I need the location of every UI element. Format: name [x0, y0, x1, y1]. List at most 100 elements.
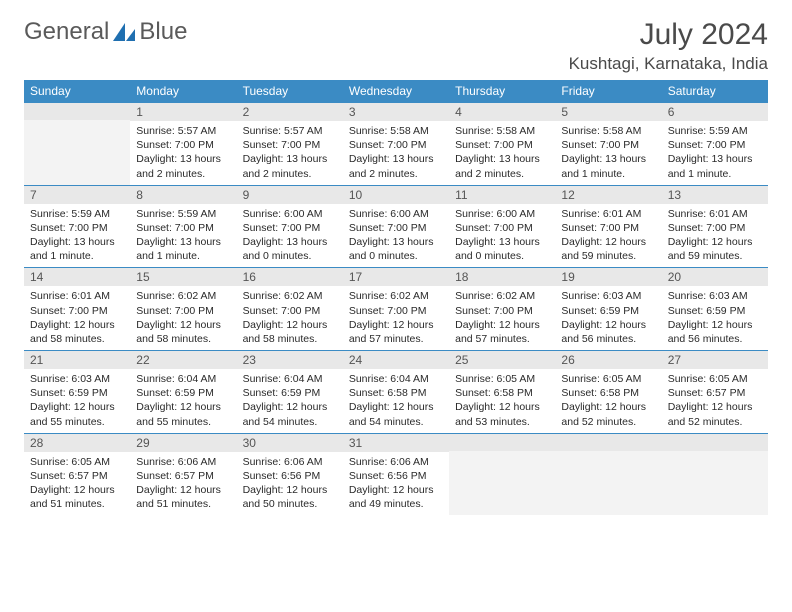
day-details: Sunrise: 6:05 AMSunset: 6:57 PMDaylight:… [24, 452, 130, 516]
calendar-day-cell [449, 433, 555, 515]
day-details: Sunrise: 6:00 AMSunset: 7:00 PMDaylight:… [237, 204, 343, 268]
calendar-day-cell: 30Sunrise: 6:06 AMSunset: 6:56 PMDayligh… [237, 433, 343, 515]
weekday-header: Friday [555, 80, 661, 103]
day-number: 10 [343, 186, 449, 204]
calendar-day-cell: 14Sunrise: 6:01 AMSunset: 7:00 PMDayligh… [24, 268, 130, 351]
day-details: Sunrise: 5:59 AMSunset: 7:00 PMDaylight:… [662, 121, 768, 185]
day-number [449, 434, 555, 451]
day-details: Sunrise: 6:02 AMSunset: 7:00 PMDaylight:… [449, 286, 555, 350]
calendar-day-cell: 1Sunrise: 5:57 AMSunset: 7:00 PMDaylight… [130, 103, 236, 186]
day-details: Sunrise: 6:06 AMSunset: 6:56 PMDaylight:… [343, 452, 449, 516]
day-number: 6 [662, 103, 768, 121]
weekday-header: Saturday [662, 80, 768, 103]
calendar-day-cell [555, 433, 661, 515]
day-number: 11 [449, 186, 555, 204]
day-details: Sunrise: 5:59 AMSunset: 7:00 PMDaylight:… [24, 204, 130, 268]
day-details: Sunrise: 6:03 AMSunset: 6:59 PMDaylight:… [555, 286, 661, 350]
calendar-week-row: 28Sunrise: 6:05 AMSunset: 6:57 PMDayligh… [24, 433, 768, 515]
day-number: 8 [130, 186, 236, 204]
day-details: Sunrise: 6:01 AMSunset: 7:00 PMDaylight:… [24, 286, 130, 350]
day-number: 14 [24, 268, 130, 286]
day-number: 22 [130, 351, 236, 369]
calendar-day-cell: 15Sunrise: 6:02 AMSunset: 7:00 PMDayligh… [130, 268, 236, 351]
day-number: 20 [662, 268, 768, 286]
calendar-day-cell: 31Sunrise: 6:06 AMSunset: 6:56 PMDayligh… [343, 433, 449, 515]
day-details: Sunrise: 6:06 AMSunset: 6:57 PMDaylight:… [130, 452, 236, 516]
day-number: 26 [555, 351, 661, 369]
calendar-table: Sunday Monday Tuesday Wednesday Thursday… [24, 80, 768, 515]
day-details: Sunrise: 6:02 AMSunset: 7:00 PMDaylight:… [237, 286, 343, 350]
day-number: 9 [237, 186, 343, 204]
day-number: 5 [555, 103, 661, 121]
day-details: Sunrise: 6:02 AMSunset: 7:00 PMDaylight:… [130, 286, 236, 350]
calendar-day-cell: 29Sunrise: 6:06 AMSunset: 6:57 PMDayligh… [130, 433, 236, 515]
day-number: 12 [555, 186, 661, 204]
day-number: 21 [24, 351, 130, 369]
logo-text-2: Blue [139, 18, 187, 46]
day-number: 13 [662, 186, 768, 204]
weekday-header: Tuesday [237, 80, 343, 103]
day-details: Sunrise: 5:58 AMSunset: 7:00 PMDaylight:… [343, 121, 449, 185]
day-details: Sunrise: 6:05 AMSunset: 6:57 PMDaylight:… [662, 369, 768, 433]
location-text: Kushtagi, Karnataka, India [569, 54, 768, 74]
calendar-day-cell: 20Sunrise: 6:03 AMSunset: 6:59 PMDayligh… [662, 268, 768, 351]
day-number: 31 [343, 434, 449, 452]
day-number: 16 [237, 268, 343, 286]
day-number: 4 [449, 103, 555, 121]
weekday-header-row: Sunday Monday Tuesday Wednesday Thursday… [24, 80, 768, 103]
calendar-day-cell: 16Sunrise: 6:02 AMSunset: 7:00 PMDayligh… [237, 268, 343, 351]
calendar-week-row: 21Sunrise: 6:03 AMSunset: 6:59 PMDayligh… [24, 351, 768, 434]
day-number: 2 [237, 103, 343, 121]
calendar-day-cell: 21Sunrise: 6:03 AMSunset: 6:59 PMDayligh… [24, 351, 130, 434]
weekday-header: Sunday [24, 80, 130, 103]
day-details: Sunrise: 6:03 AMSunset: 6:59 PMDaylight:… [662, 286, 768, 350]
calendar-day-cell: 5Sunrise: 5:58 AMSunset: 7:00 PMDaylight… [555, 103, 661, 186]
calendar-day-cell: 2Sunrise: 5:57 AMSunset: 7:00 PMDaylight… [237, 103, 343, 186]
calendar-day-cell: 9Sunrise: 6:00 AMSunset: 7:00 PMDaylight… [237, 185, 343, 268]
calendar-day-cell: 11Sunrise: 6:00 AMSunset: 7:00 PMDayligh… [449, 185, 555, 268]
calendar-day-cell: 8Sunrise: 5:59 AMSunset: 7:00 PMDaylight… [130, 185, 236, 268]
day-number: 28 [24, 434, 130, 452]
day-number: 15 [130, 268, 236, 286]
weekday-header: Thursday [449, 80, 555, 103]
calendar-day-cell [24, 103, 130, 186]
day-number [555, 434, 661, 451]
day-number: 27 [662, 351, 768, 369]
day-details: Sunrise: 6:02 AMSunset: 7:00 PMDaylight:… [343, 286, 449, 350]
calendar-day-cell: 23Sunrise: 6:04 AMSunset: 6:59 PMDayligh… [237, 351, 343, 434]
day-number: 23 [237, 351, 343, 369]
day-details: Sunrise: 5:57 AMSunset: 7:00 PMDaylight:… [130, 121, 236, 185]
calendar-day-cell: 7Sunrise: 5:59 AMSunset: 7:00 PMDaylight… [24, 185, 130, 268]
day-number: 29 [130, 434, 236, 452]
day-details: Sunrise: 5:59 AMSunset: 7:00 PMDaylight:… [130, 204, 236, 268]
logo-text-1: General [24, 18, 109, 46]
day-details: Sunrise: 6:03 AMSunset: 6:59 PMDaylight:… [24, 369, 130, 433]
calendar-day-cell: 26Sunrise: 6:05 AMSunset: 6:58 PMDayligh… [555, 351, 661, 434]
calendar-week-row: 14Sunrise: 6:01 AMSunset: 7:00 PMDayligh… [24, 268, 768, 351]
day-details: Sunrise: 6:04 AMSunset: 6:59 PMDaylight:… [237, 369, 343, 433]
calendar-day-cell: 22Sunrise: 6:04 AMSunset: 6:59 PMDayligh… [130, 351, 236, 434]
day-number: 18 [449, 268, 555, 286]
day-number: 30 [237, 434, 343, 452]
calendar-week-row: 1Sunrise: 5:57 AMSunset: 7:00 PMDaylight… [24, 103, 768, 186]
day-number: 3 [343, 103, 449, 121]
day-number: 25 [449, 351, 555, 369]
calendar-day-cell: 17Sunrise: 6:02 AMSunset: 7:00 PMDayligh… [343, 268, 449, 351]
day-number [24, 103, 130, 120]
day-number: 24 [343, 351, 449, 369]
calendar-day-cell: 25Sunrise: 6:05 AMSunset: 6:58 PMDayligh… [449, 351, 555, 434]
calendar-week-row: 7Sunrise: 5:59 AMSunset: 7:00 PMDaylight… [24, 185, 768, 268]
day-number: 7 [24, 186, 130, 204]
day-details: Sunrise: 6:05 AMSunset: 6:58 PMDaylight:… [449, 369, 555, 433]
calendar-day-cell [662, 433, 768, 515]
calendar-day-cell: 27Sunrise: 6:05 AMSunset: 6:57 PMDayligh… [662, 351, 768, 434]
calendar-day-cell: 10Sunrise: 6:00 AMSunset: 7:00 PMDayligh… [343, 185, 449, 268]
day-details: Sunrise: 6:05 AMSunset: 6:58 PMDaylight:… [555, 369, 661, 433]
day-details: Sunrise: 6:06 AMSunset: 6:56 PMDaylight:… [237, 452, 343, 516]
logo-sail-icon [111, 21, 137, 43]
day-details: Sunrise: 6:04 AMSunset: 6:59 PMDaylight:… [130, 369, 236, 433]
day-details: Sunrise: 5:58 AMSunset: 7:00 PMDaylight:… [449, 121, 555, 185]
calendar-day-cell: 18Sunrise: 6:02 AMSunset: 7:00 PMDayligh… [449, 268, 555, 351]
calendar-day-cell: 13Sunrise: 6:01 AMSunset: 7:00 PMDayligh… [662, 185, 768, 268]
weekday-header: Monday [130, 80, 236, 103]
